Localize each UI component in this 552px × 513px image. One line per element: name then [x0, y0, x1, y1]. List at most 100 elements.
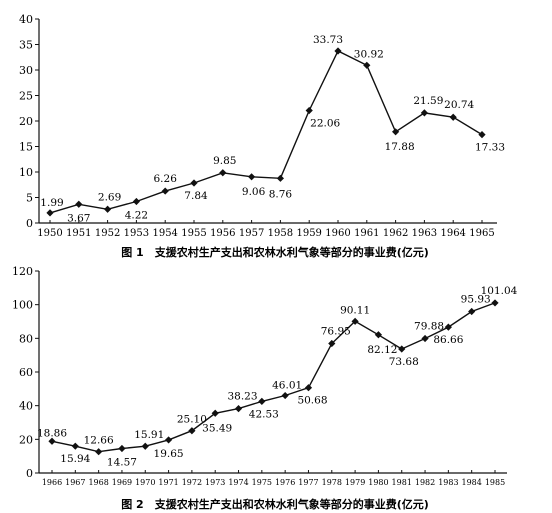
data-point — [420, 109, 428, 117]
data-label: 2.69 — [98, 191, 121, 203]
x-tick-label: 1980 — [368, 478, 388, 487]
data-point — [46, 209, 54, 217]
y-tick-label: 25 — [19, 90, 33, 103]
y-tick-label: 5 — [26, 192, 33, 205]
chart-2-caption: 图 2 支援农村生产支出和农林水利气象等部分的事业费(亿元) — [121, 497, 429, 511]
x-tick-label: 1969 — [112, 478, 132, 487]
x-tick-label: 1964 — [440, 228, 465, 239]
data-label: 1.99 — [40, 197, 63, 209]
data-label: 95.93 — [461, 294, 491, 306]
x-tick-label: 1963 — [412, 228, 437, 239]
data-point — [141, 442, 149, 450]
data-point — [281, 391, 289, 400]
data-label: 4.22 — [125, 209, 148, 221]
x-tick-label: 1973 — [205, 478, 225, 487]
data-point — [211, 409, 219, 417]
data-label: 46.01 — [272, 380, 302, 392]
chart-1: 0 5 10 15 20 25 30 35 40 1950 1951 1952 1953 1954 1955… — [19, 13, 505, 239]
data-point — [304, 384, 313, 392]
x-tick-label: 1982 — [415, 478, 435, 487]
y-tick-label: 80 — [19, 332, 33, 345]
data-label: 18.86 — [37, 427, 67, 439]
x-tick-label: 1965 — [469, 228, 494, 239]
data-label: 25.10 — [177, 414, 207, 426]
data-point — [95, 448, 103, 456]
x-tick-label: 1983 — [438, 478, 458, 487]
data-label: 9.06 — [242, 186, 266, 198]
y-tick-label: 10 — [19, 166, 33, 179]
data-label: 30.92 — [354, 48, 384, 60]
data-label: 15.94 — [60, 453, 90, 465]
data-label: 21.59 — [413, 95, 443, 107]
data-point — [491, 299, 499, 307]
x-tick-label: 1959 — [296, 228, 321, 239]
data-point — [48, 437, 56, 445]
data-point — [305, 106, 313, 115]
x-tick-label: 1955 — [181, 228, 206, 239]
y-tick-label: 35 — [19, 39, 33, 52]
data-point — [334, 47, 342, 55]
data-point — [363, 61, 371, 69]
x-tick-label: 1979 — [345, 478, 365, 487]
data-point — [449, 113, 457, 121]
x-tick-label: 1978 — [322, 478, 342, 487]
data-label: 17.33 — [475, 142, 505, 154]
data-label: 20.74 — [444, 99, 474, 111]
y-tick-label: 15 — [19, 141, 33, 154]
y-tick-label: 40 — [19, 400, 33, 413]
data-label: 3.67 — [67, 212, 90, 224]
data-point — [104, 205, 112, 213]
y-tick-label: 60 — [19, 366, 33, 379]
data-label: 19.65 — [154, 448, 184, 460]
data-label: 7.84 — [184, 190, 208, 202]
x-tick-label: 1970 — [135, 478, 155, 487]
chart-1-caption: 图 1 支援农村生产支出和农林水利气象等部分的事业费(亿元) — [121, 245, 429, 259]
data-point — [398, 345, 406, 353]
y-tick-label: 20 — [19, 433, 33, 446]
data-point — [118, 444, 126, 453]
data-label: 12.66 — [84, 435, 114, 447]
y-tick-label: 0 — [26, 467, 33, 480]
y-tick-label: 0 — [26, 217, 33, 230]
data-point — [161, 187, 169, 195]
x-tick-label: 1966 — [42, 478, 62, 487]
data-point — [444, 323, 452, 331]
data-point — [234, 405, 243, 413]
data-point — [276, 174, 284, 182]
data-label: 101.04 — [481, 285, 518, 297]
data-label: 9.85 — [213, 155, 236, 167]
data-point — [164, 436, 173, 444]
x-tick-label: 1972 — [182, 478, 202, 487]
data-label: 79.88 — [414, 321, 444, 333]
x-tick-label: 1977 — [298, 478, 318, 487]
data-point — [188, 427, 196, 435]
x-tick-label: 1975 — [252, 478, 272, 487]
x-tick-label: 1950 — [37, 228, 62, 239]
x-tick-label: 1984 — [462, 478, 482, 487]
data-label: 33.73 — [313, 34, 343, 46]
data-point — [219, 169, 227, 177]
data-label: 14.57 — [107, 456, 137, 468]
series-line — [51, 302, 496, 453]
data-point — [374, 331, 383, 339]
data-label: 15.91 — [134, 429, 164, 441]
data-point — [392, 128, 400, 136]
x-tick-label: 1962 — [383, 228, 408, 239]
x-tick-label: 1958 — [268, 228, 293, 239]
data-point — [351, 317, 359, 325]
data-point — [190, 179, 198, 187]
data-point — [132, 197, 140, 206]
data-label: 73.68 — [389, 356, 419, 368]
x-tick-label: 1961 — [354, 228, 379, 239]
x-tick-label: 1974 — [228, 478, 248, 487]
data-label: 22.06 — [310, 117, 340, 129]
x-tick-label: 1967 — [65, 478, 85, 487]
x-tick-label: 1956 — [210, 228, 235, 239]
data-label: 17.88 — [385, 141, 415, 153]
x-tick-label: 1968 — [88, 478, 108, 487]
x-tick-label: 1954 — [152, 228, 177, 239]
data-label: 82.12 — [367, 344, 397, 356]
y-tick-label: 20 — [19, 115, 33, 128]
data-point — [71, 442, 79, 450]
